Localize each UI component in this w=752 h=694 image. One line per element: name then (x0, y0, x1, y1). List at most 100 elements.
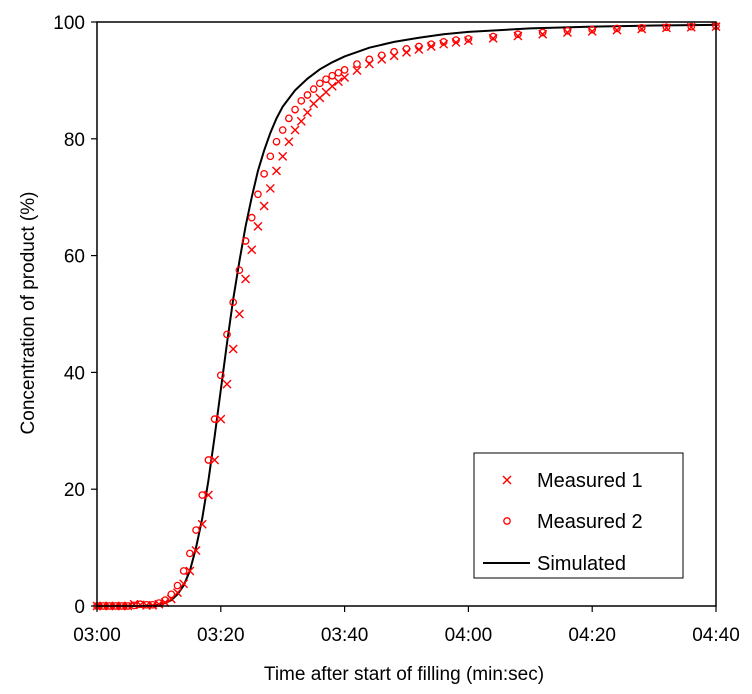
measured-2-point (489, 32, 498, 41)
measured-2-point (427, 40, 436, 49)
measured-1-point (327, 81, 337, 91)
measured-2-point (315, 79, 324, 88)
measured-2-point (192, 526, 200, 534)
measured-1-point (185, 566, 195, 576)
legend-o-glyph (503, 517, 511, 525)
legend-x-glyph (502, 475, 512, 485)
measured-2-point (260, 169, 268, 178)
measured-1-point (197, 519, 207, 529)
measured-1-point (228, 344, 238, 354)
legend-marker-measured-2 (503, 517, 511, 525)
measured-2-point (637, 23, 646, 32)
measured-2-point (563, 26, 572, 35)
measured-2-point (247, 213, 256, 222)
measured-2-point (452, 36, 460, 44)
measured-2-point (377, 51, 386, 60)
measured-2-point (210, 415, 219, 423)
measured-2-point (588, 25, 597, 34)
measured-2-point (439, 38, 448, 46)
measured-2-point (538, 28, 547, 37)
measured-2-point (402, 45, 411, 53)
measured-1-point (247, 245, 257, 255)
measured-1-point (203, 490, 213, 500)
measured-1-point (222, 379, 232, 389)
measured-1-point (210, 455, 220, 465)
measured-1-point (234, 309, 244, 319)
measured-2-point (309, 85, 318, 94)
measured-1-point (241, 274, 251, 284)
x-tick-label: 04:20 (568, 625, 616, 646)
measured-2-point (340, 66, 349, 74)
measured-2-point (303, 91, 312, 99)
measured-1-point (259, 201, 269, 211)
measured-2-point (161, 596, 169, 605)
x-tick-label: 03:20 (197, 625, 245, 646)
axis-layer: 0 20 40 60 80 100 03:00 03:20 03:40 04:00 04:20 04:… (53, 13, 739, 646)
measured-2-point (353, 60, 361, 68)
measured-2-point (167, 590, 176, 599)
y-tick-label: 20 (64, 480, 85, 501)
legend-marker-measured-1 (502, 475, 512, 485)
measured-1-point (265, 183, 275, 193)
measured-1-point (284, 137, 294, 147)
measured-2-point (334, 68, 343, 77)
measured-2-point (254, 190, 262, 199)
simulated-line (97, 23, 717, 607)
measured-2-point (285, 114, 293, 123)
measured-1-point (296, 116, 306, 126)
measured-1-point (253, 221, 263, 231)
x-tick-label: 04:00 (445, 625, 493, 646)
measured-1-point (340, 72, 350, 82)
measured-1-point (352, 65, 362, 75)
measured-2-point (278, 126, 287, 134)
measured-2-point (662, 23, 671, 32)
measured-2-point (272, 137, 281, 146)
measured-2-point (241, 237, 250, 245)
measured-2-point (328, 71, 337, 80)
measured-2-point (216, 371, 225, 380)
measured-1-point (216, 414, 226, 424)
y-tick-label: 60 (64, 247, 85, 268)
legend: Measured 1 Measured 2 Simulated (473, 452, 684, 579)
measured-2-point (365, 55, 374, 64)
measured-2-point (229, 298, 238, 307)
legend-label-measured-1: Measured 1 (537, 470, 643, 492)
measured-1-point (272, 166, 282, 176)
measured-2-point (464, 35, 473, 43)
x-tick-label: 04:40 (692, 625, 740, 646)
x-tick-label: 03:00 (73, 625, 121, 646)
measured-1-point (290, 125, 300, 135)
measured-2-point (687, 22, 696, 31)
y-tick-label: 40 (64, 363, 85, 384)
measured-2-point (390, 47, 398, 56)
legend-label-simulated: Simulated (537, 553, 626, 575)
measured-2-point (198, 491, 207, 499)
measured-2-point (204, 456, 213, 464)
measured-2-point (291, 105, 299, 114)
measured-1-point (333, 77, 343, 87)
y-axis-title: Concentration of product (%) (18, 192, 39, 435)
measured-2-point (514, 30, 522, 39)
measured-1-point (278, 151, 288, 161)
measured-2-point (415, 42, 423, 51)
legend-box (473, 452, 684, 579)
measured-2-point (235, 266, 244, 275)
measured-2-point (297, 96, 306, 105)
measured-2-point (179, 567, 188, 575)
legend-label-measured-2: Measured 2 (537, 511, 643, 533)
y-tick-label: 0 (74, 597, 85, 618)
plot-frame (96, 21, 717, 607)
x-tick-label: 03:40 (321, 625, 369, 646)
measured-2-point (266, 152, 275, 161)
x-axis-title: Time after start of filling (min:sec) (264, 664, 544, 685)
measured-2-point (186, 549, 194, 558)
measured-2-point (173, 581, 182, 590)
measured-2-point (322, 75, 330, 84)
y-tick-label: 100 (53, 13, 85, 34)
y-tick-label: 80 (64, 130, 85, 151)
measured-2-point (223, 330, 231, 339)
measured-2-point (613, 24, 621, 33)
measured-1-point (302, 108, 312, 118)
